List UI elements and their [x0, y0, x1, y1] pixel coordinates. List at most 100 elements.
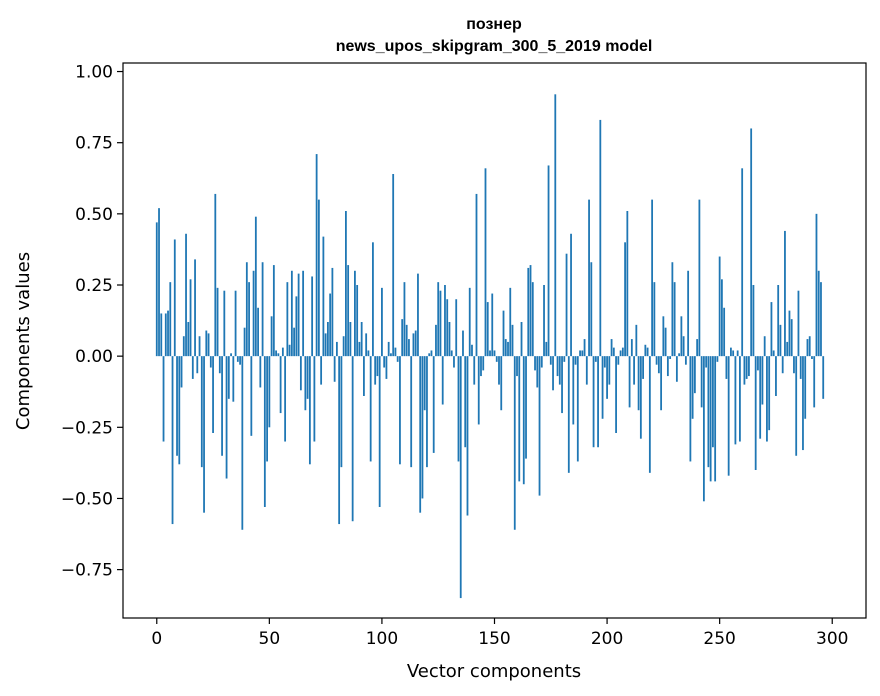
bar-component-236	[687, 270, 690, 357]
bar-component-259	[739, 356, 741, 442]
bar-component-178	[556, 356, 559, 377]
bar-component-273	[770, 302, 773, 357]
bar-component-125	[437, 282, 440, 357]
bar-component-191	[585, 356, 588, 385]
bar-component-160	[516, 356, 518, 377]
bar-component-105	[392, 174, 395, 357]
bar-component-24	[209, 356, 212, 368]
bar-component-118	[421, 356, 424, 499]
bar-component-201	[608, 356, 611, 385]
bar-component-146	[484, 168, 487, 357]
bar-component-64	[299, 356, 302, 391]
bar-component-217	[644, 344, 647, 357]
bar-component-6	[169, 282, 172, 357]
bar-component-181	[563, 356, 566, 362]
bar-component-108	[399, 356, 401, 465]
bar-component-92	[363, 356, 365, 396]
bar-component-205	[617, 356, 620, 365]
bar-component-49	[266, 356, 268, 462]
bar-component-74	[322, 236, 325, 357]
bar-component-32	[227, 356, 230, 399]
bar-component-72	[317, 199, 320, 357]
bar-component-79	[333, 356, 336, 382]
bar-component-291	[811, 356, 813, 359]
bar-component-130	[448, 322, 451, 357]
bar-component-94	[367, 350, 370, 357]
bar-component-129	[446, 299, 449, 357]
bar-component-274	[772, 350, 775, 357]
bar-component-68	[308, 356, 311, 465]
bar-component-36	[236, 356, 239, 362]
bar-component-39	[243, 327, 246, 357]
bar-component-131	[450, 350, 453, 357]
bar-component-245	[707, 356, 710, 468]
bar-component-33	[230, 353, 232, 357]
bar-component-13	[185, 233, 187, 357]
bar-component-214	[637, 356, 640, 411]
bar-component-99	[378, 356, 381, 507]
bar-component-238	[691, 356, 694, 419]
bar-component-268	[759, 356, 762, 439]
bar-component-166	[529, 265, 532, 357]
bar-component-192	[588, 199, 590, 357]
bar-component-241	[698, 199, 701, 357]
bar-component-137	[464, 356, 467, 448]
bar-component-277	[779, 324, 782, 357]
bar-component-11	[180, 356, 183, 388]
bar-component-158	[511, 324, 514, 357]
bar-component-293	[815, 213, 818, 357]
bar-component-193	[590, 262, 593, 357]
bar-component-253	[725, 356, 728, 379]
bar-component-252	[723, 307, 726, 357]
bar-component-216	[642, 356, 644, 379]
y-tick-label: −0.25	[61, 418, 113, 438]
bar-component-22	[205, 330, 208, 357]
bar-component-199	[603, 356, 606, 368]
bar-component-198	[601, 356, 604, 419]
bar-component-183	[567, 356, 570, 473]
bar-component-114	[412, 333, 415, 357]
bar-component-63	[297, 273, 300, 357]
bar-component-10	[178, 356, 181, 465]
bar-component-177	[554, 94, 557, 357]
bar-component-180	[561, 356, 563, 414]
bar-component-0	[155, 222, 158, 357]
bar-component-211	[630, 339, 633, 357]
bar-component-47	[261, 262, 264, 357]
bar-component-195	[594, 356, 597, 362]
bar-component-190	[583, 339, 586, 357]
bar-component-250	[718, 256, 721, 357]
bar-component-101	[383, 356, 386, 368]
bar-component-285	[797, 290, 800, 357]
bar-component-83	[342, 336, 345, 357]
bar-component-288	[804, 356, 807, 419]
bar-component-140	[471, 344, 473, 357]
y-tick-label: 1.00	[75, 63, 113, 83]
bar-component-35	[234, 290, 237, 357]
bar-component-106	[394, 347, 397, 357]
chart-title-line-1: познер	[466, 16, 522, 33]
bar-component-242	[700, 356, 703, 408]
bar-component-153	[500, 356, 503, 411]
bar-component-279	[784, 230, 786, 357]
bar-component-235	[684, 356, 687, 365]
bar-component-81	[338, 356, 341, 525]
bar-component-87	[351, 356, 354, 522]
bar-component-67	[306, 356, 309, 399]
bar-component-176	[552, 356, 554, 391]
bar-component-25	[212, 356, 214, 433]
bar-component-62	[295, 296, 298, 357]
bar-component-144	[480, 356, 482, 377]
bar-component-77	[329, 293, 332, 357]
bar-component-223	[657, 356, 660, 374]
bar-component-55	[279, 356, 282, 414]
bar-component-82	[340, 356, 343, 468]
bar-component-9	[176, 356, 178, 456]
bar-component-162	[520, 322, 523, 357]
bar-component-200	[606, 356, 608, 399]
bar-component-45	[257, 307, 259, 357]
bar-component-85	[347, 265, 350, 357]
bar-component-123	[432, 356, 435, 453]
bar-component-120	[426, 356, 428, 468]
